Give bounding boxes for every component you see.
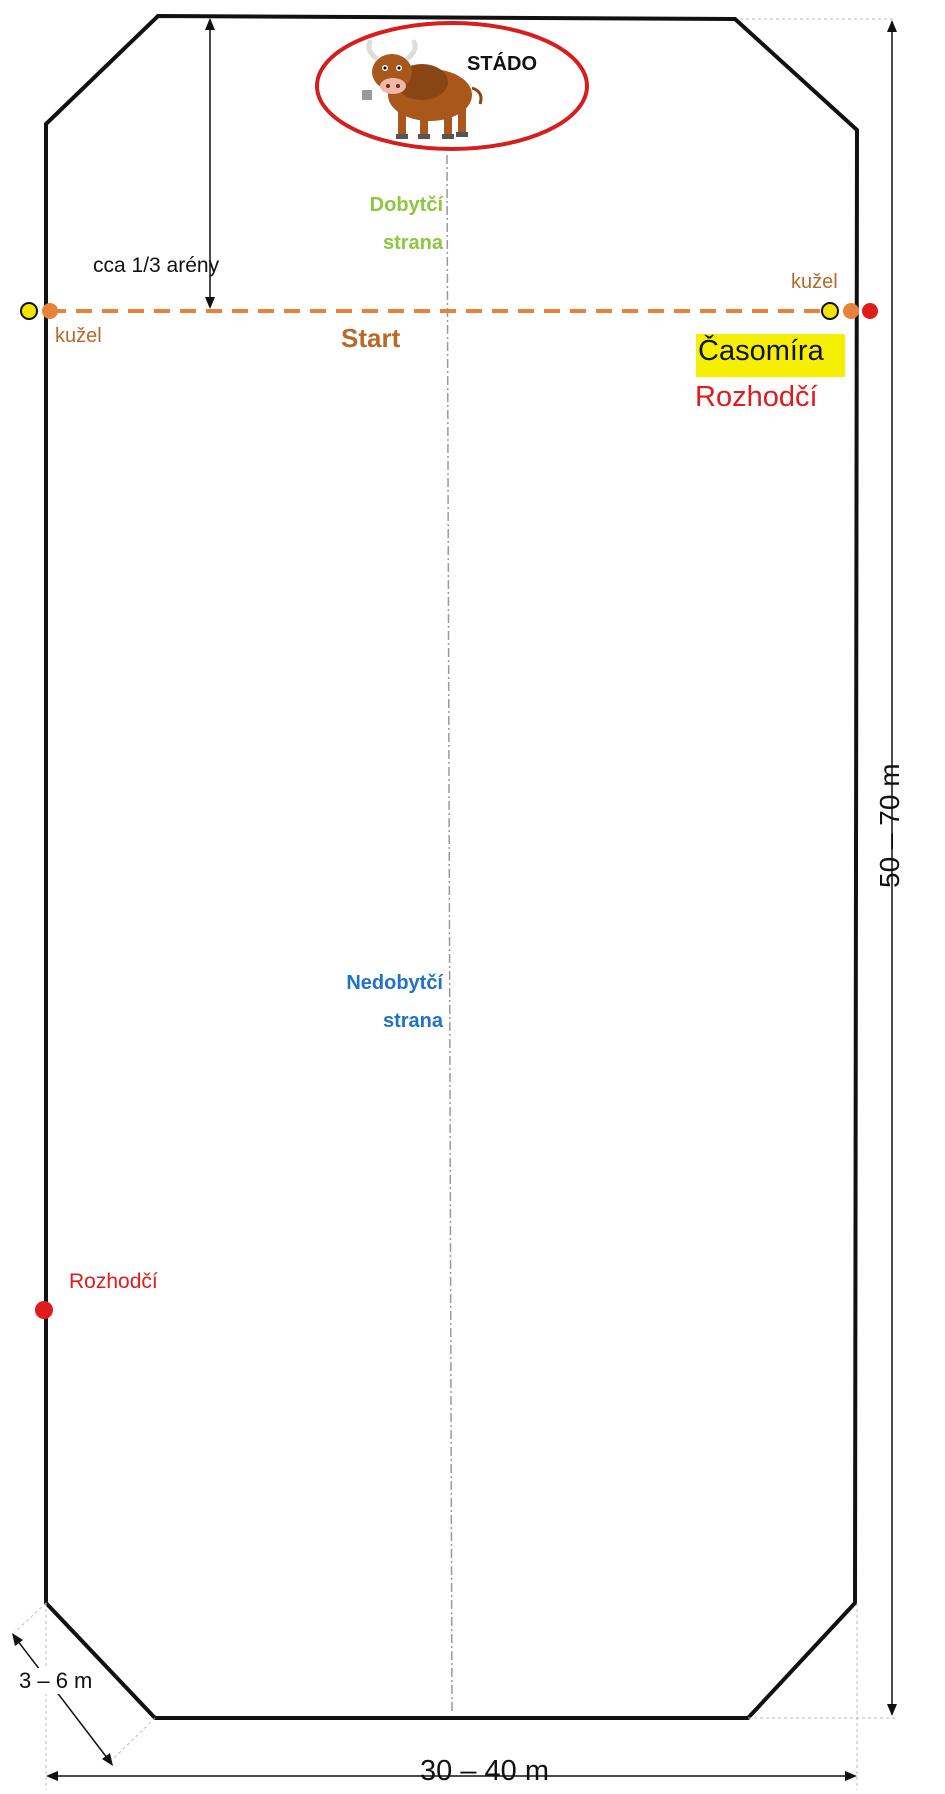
center-line xyxy=(446,154,453,1713)
third-arena-arrow-top xyxy=(205,18,215,30)
third-arena-arrow-bottom xyxy=(205,297,215,309)
corner-arrow-b xyxy=(102,1753,113,1766)
judge-marker-right xyxy=(862,303,878,319)
timekeeper-highlight xyxy=(696,334,845,377)
length-arrow-top xyxy=(887,20,897,32)
herd-ellipse xyxy=(315,21,589,151)
judge-label-left: Rozhodčí xyxy=(69,1270,158,1293)
cone-left xyxy=(42,303,58,319)
cone-right xyxy=(843,303,859,319)
width-arrow-left xyxy=(46,1771,58,1781)
length-arrow-bottom xyxy=(887,1704,897,1716)
timekeeper-label: Časomíra xyxy=(698,335,824,367)
bull-icon xyxy=(362,39,483,139)
corner-guide-a xyxy=(14,1602,47,1633)
start-distance-label: cca 1/3 arény xyxy=(93,254,220,277)
non-cattle-side-label-1: Nedobytčí xyxy=(346,972,443,994)
start-label: Start xyxy=(341,323,401,353)
judge-marker-left xyxy=(35,1301,53,1319)
length-label: 50 – 70 m xyxy=(874,763,905,888)
corner-arrow-a xyxy=(12,1633,23,1646)
cattle-side-label-1: Dobytčí xyxy=(369,194,443,216)
cattle-side-label-2: strana xyxy=(382,232,443,254)
width-arrow-right xyxy=(845,1771,857,1781)
cone-label-right: kužel xyxy=(791,271,838,293)
judge-label-right: Rozhodčí xyxy=(695,381,818,413)
width-label: 30 – 40 m xyxy=(420,1755,549,1787)
corner-dimension-line xyxy=(13,1635,112,1764)
non-cattle-side-label-2: strana xyxy=(382,1010,443,1032)
cone-label-left: kužel xyxy=(55,325,102,347)
corner-guide-b xyxy=(111,1717,156,1761)
herd-label: STÁDO xyxy=(467,53,537,75)
marker-left-yellow xyxy=(20,302,38,320)
marker-right-yellow xyxy=(821,302,839,320)
corner-label: 3 – 6 m xyxy=(19,1668,93,1694)
